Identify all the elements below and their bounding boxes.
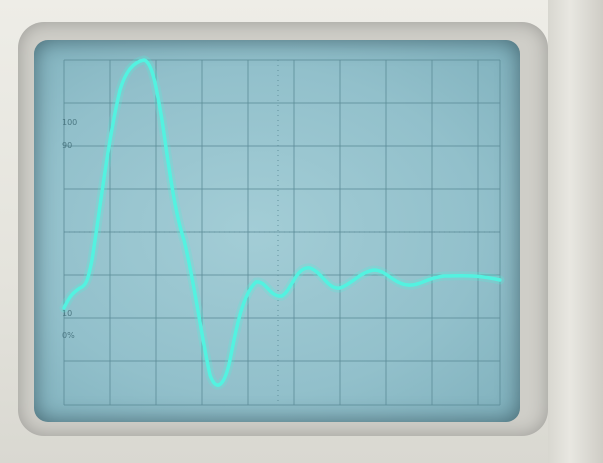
graticule: 100 90 10 0% <box>59 55 505 406</box>
label-10: 10 <box>62 309 72 318</box>
side-panel <box>548 0 603 463</box>
oscilloscope-screen: 100 90 10 0% <box>34 40 520 422</box>
label-100: 100 <box>62 118 77 127</box>
label-0: 0% <box>62 331 75 340</box>
signal-trace <box>62 58 502 387</box>
signal-trace-glow <box>59 55 505 390</box>
label-90: 90 <box>62 141 72 150</box>
